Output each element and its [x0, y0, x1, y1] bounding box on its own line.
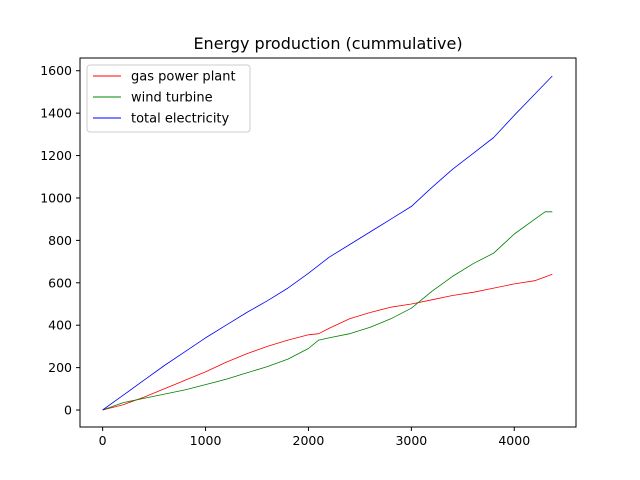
- legend-label-gas-power-plant: gas power plant: [131, 70, 236, 85]
- legend-box: [86, 64, 251, 133]
- x-axis: 0 1000 2000 3000 4000: [99, 427, 530, 448]
- y-tick-label: 200: [48, 360, 72, 375]
- axes-frame: [79, 57, 577, 428]
- series-line-total-electricity: [102, 75, 553, 411]
- x-tick-label: 1000: [190, 433, 222, 448]
- plot-area: [102, 75, 553, 411]
- y-axis: 0 200 400 600 800 1000 1200 1400 1600: [40, 63, 80, 418]
- chart-title: Energy production (cummulative): [193, 34, 462, 53]
- x-tick-label: 0: [99, 433, 107, 448]
- y-tick-label: 1000: [40, 190, 72, 205]
- legend-label-total-electricity: total electricity: [131, 112, 230, 127]
- y-tick-label: 1200: [40, 148, 72, 163]
- legend-label-wind-turbine: wind turbine: [131, 91, 213, 106]
- y-tick-label: 1600: [40, 63, 72, 78]
- y-tick-label: 600: [48, 275, 72, 290]
- x-tick-label: 3000: [395, 433, 427, 448]
- y-tick-label: 800: [48, 233, 72, 248]
- y-tick-label: 1400: [40, 106, 72, 121]
- x-tick-label: 2000: [293, 433, 325, 448]
- x-tick-label: 4000: [498, 433, 530, 448]
- legend: gas power plant wind turbine total electri…: [86, 64, 251, 133]
- y-tick-label: 0: [64, 403, 72, 418]
- series-line-wind-turbine: [102, 211, 553, 411]
- series-line-gas-power-plant: [102, 273, 553, 411]
- y-tick-label: 400: [48, 318, 72, 333]
